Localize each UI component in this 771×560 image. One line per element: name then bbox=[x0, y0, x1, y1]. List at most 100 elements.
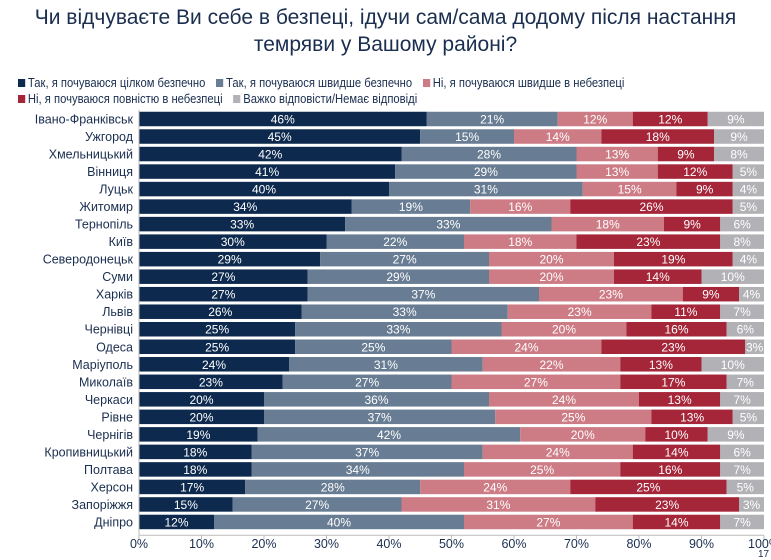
data-label: 23% bbox=[199, 375, 223, 389]
category-label: Одеса bbox=[96, 340, 133, 354]
x-tick-label: 80% bbox=[626, 537, 651, 551]
legend-line: Ні, я почуваюся повністю в небезпеці Важк… bbox=[18, 91, 693, 107]
category-label: Полтава bbox=[84, 463, 133, 477]
bar-segment bbox=[720, 234, 764, 249]
data-label: 37% bbox=[355, 445, 379, 459]
data-label: 25% bbox=[205, 340, 229, 354]
data-label: 15% bbox=[618, 183, 642, 197]
data-label: 15% bbox=[174, 498, 198, 512]
data-label: 41% bbox=[255, 165, 279, 179]
bar-segment bbox=[139, 129, 421, 144]
data-label: 4% bbox=[740, 183, 758, 197]
x-tick-label: 20% bbox=[251, 537, 276, 551]
legend-label: Так, я почуваюся цілком безпечно bbox=[27, 76, 206, 90]
data-label: 34% bbox=[233, 200, 257, 214]
bar-segment bbox=[351, 199, 471, 214]
bar-segment bbox=[682, 286, 739, 302]
x-tick-label: 100% bbox=[748, 537, 771, 551]
category-label: Маріуполь bbox=[72, 358, 133, 372]
bar-segment bbox=[739, 286, 764, 302]
data-label: 42% bbox=[377, 428, 401, 442]
legend-label: Так, я почуваюся швидше безпечно bbox=[226, 76, 413, 90]
data-label: 7% bbox=[733, 305, 751, 319]
data-label: 27% bbox=[393, 253, 417, 267]
data-label: 3% bbox=[746, 340, 764, 354]
data-label: 24% bbox=[483, 480, 507, 494]
bar-segment bbox=[464, 234, 577, 249]
data-label: 19% bbox=[186, 428, 210, 442]
data-label: 23% bbox=[655, 498, 679, 512]
data-label: 45% bbox=[268, 130, 292, 144]
bar-segment bbox=[482, 444, 633, 460]
bar-segment bbox=[139, 181, 389, 197]
data-label: 14% bbox=[646, 270, 670, 284]
bar-segment bbox=[464, 462, 621, 477]
bar-segment bbox=[620, 374, 727, 390]
bar-segment bbox=[139, 164, 396, 179]
bar-segment bbox=[551, 216, 664, 232]
legend-item: Ні, я почуваюся швидше в небезпеці bbox=[422, 75, 625, 91]
data-label: 31% bbox=[374, 358, 398, 372]
data-label: 21% bbox=[480, 113, 504, 127]
bar-segment bbox=[139, 199, 352, 214]
legend-item: Так, я почуваюся цілком безпечно bbox=[18, 75, 205, 91]
data-label: 25% bbox=[636, 480, 660, 494]
legend-item: Так, я почуваюся швидше безпечно bbox=[216, 75, 412, 91]
bar-segment bbox=[257, 427, 521, 442]
bar-segment bbox=[345, 216, 552, 232]
data-label: 18% bbox=[183, 445, 207, 459]
bar-segment bbox=[732, 409, 764, 425]
data-label: 5% bbox=[740, 410, 758, 424]
data-label: 36% bbox=[364, 393, 388, 407]
category-label: Тернопіль bbox=[75, 218, 133, 232]
bar-segment bbox=[732, 251, 764, 267]
bar-segment bbox=[139, 251, 321, 267]
bar-segment bbox=[289, 357, 483, 372]
x-tick-label: 30% bbox=[314, 537, 339, 551]
legend-swatch bbox=[216, 79, 224, 87]
data-label: 17% bbox=[661, 375, 685, 389]
bar-segment bbox=[595, 497, 739, 512]
bar-segment bbox=[470, 199, 571, 214]
bar-segment bbox=[601, 339, 746, 355]
chart-title: Чи відчуваєте Ви себе в безпеці, ідучи с… bbox=[34, 6, 737, 56]
x-tick-label: 70% bbox=[564, 537, 589, 551]
data-label: 33% bbox=[436, 218, 460, 232]
bar-segment bbox=[626, 321, 727, 337]
bar-segment bbox=[482, 357, 621, 372]
bar-segment bbox=[726, 374, 764, 390]
bar-segment bbox=[139, 427, 258, 442]
data-label: 20% bbox=[539, 253, 563, 267]
data-label: 10% bbox=[721, 270, 745, 284]
data-label: 26% bbox=[639, 200, 663, 214]
data-label: 14% bbox=[664, 445, 688, 459]
bar-segment bbox=[264, 392, 489, 407]
data-label: 13% bbox=[649, 358, 673, 372]
bar-segment bbox=[614, 251, 733, 267]
data-label: 14% bbox=[546, 130, 570, 144]
data-label: 40% bbox=[252, 183, 276, 197]
bar-segment bbox=[576, 146, 658, 162]
legend-label: Ні, я почуваюся швидше в небезпеці bbox=[432, 76, 625, 90]
data-label: 12% bbox=[658, 113, 682, 127]
bar-segment bbox=[620, 462, 721, 477]
category-label: Львів bbox=[102, 305, 133, 319]
data-label: 5% bbox=[737, 480, 755, 494]
bar-segment bbox=[657, 164, 733, 179]
data-label: 11% bbox=[674, 305, 697, 319]
data-label: 22% bbox=[383, 235, 407, 249]
bar-segment bbox=[582, 181, 677, 197]
data-label: 13% bbox=[668, 393, 692, 407]
bar-segment bbox=[251, 444, 483, 460]
category-label: Київ bbox=[109, 235, 134, 249]
bar-segment bbox=[139, 374, 283, 390]
bar-segment bbox=[489, 392, 639, 407]
data-label: 9% bbox=[702, 288, 720, 302]
data-label: 9% bbox=[683, 218, 701, 232]
data-label: 27% bbox=[211, 270, 235, 284]
legend-swatch bbox=[18, 95, 26, 103]
bar-segment bbox=[701, 269, 764, 284]
data-label: 23% bbox=[661, 340, 685, 354]
data-label: 40% bbox=[327, 515, 351, 529]
